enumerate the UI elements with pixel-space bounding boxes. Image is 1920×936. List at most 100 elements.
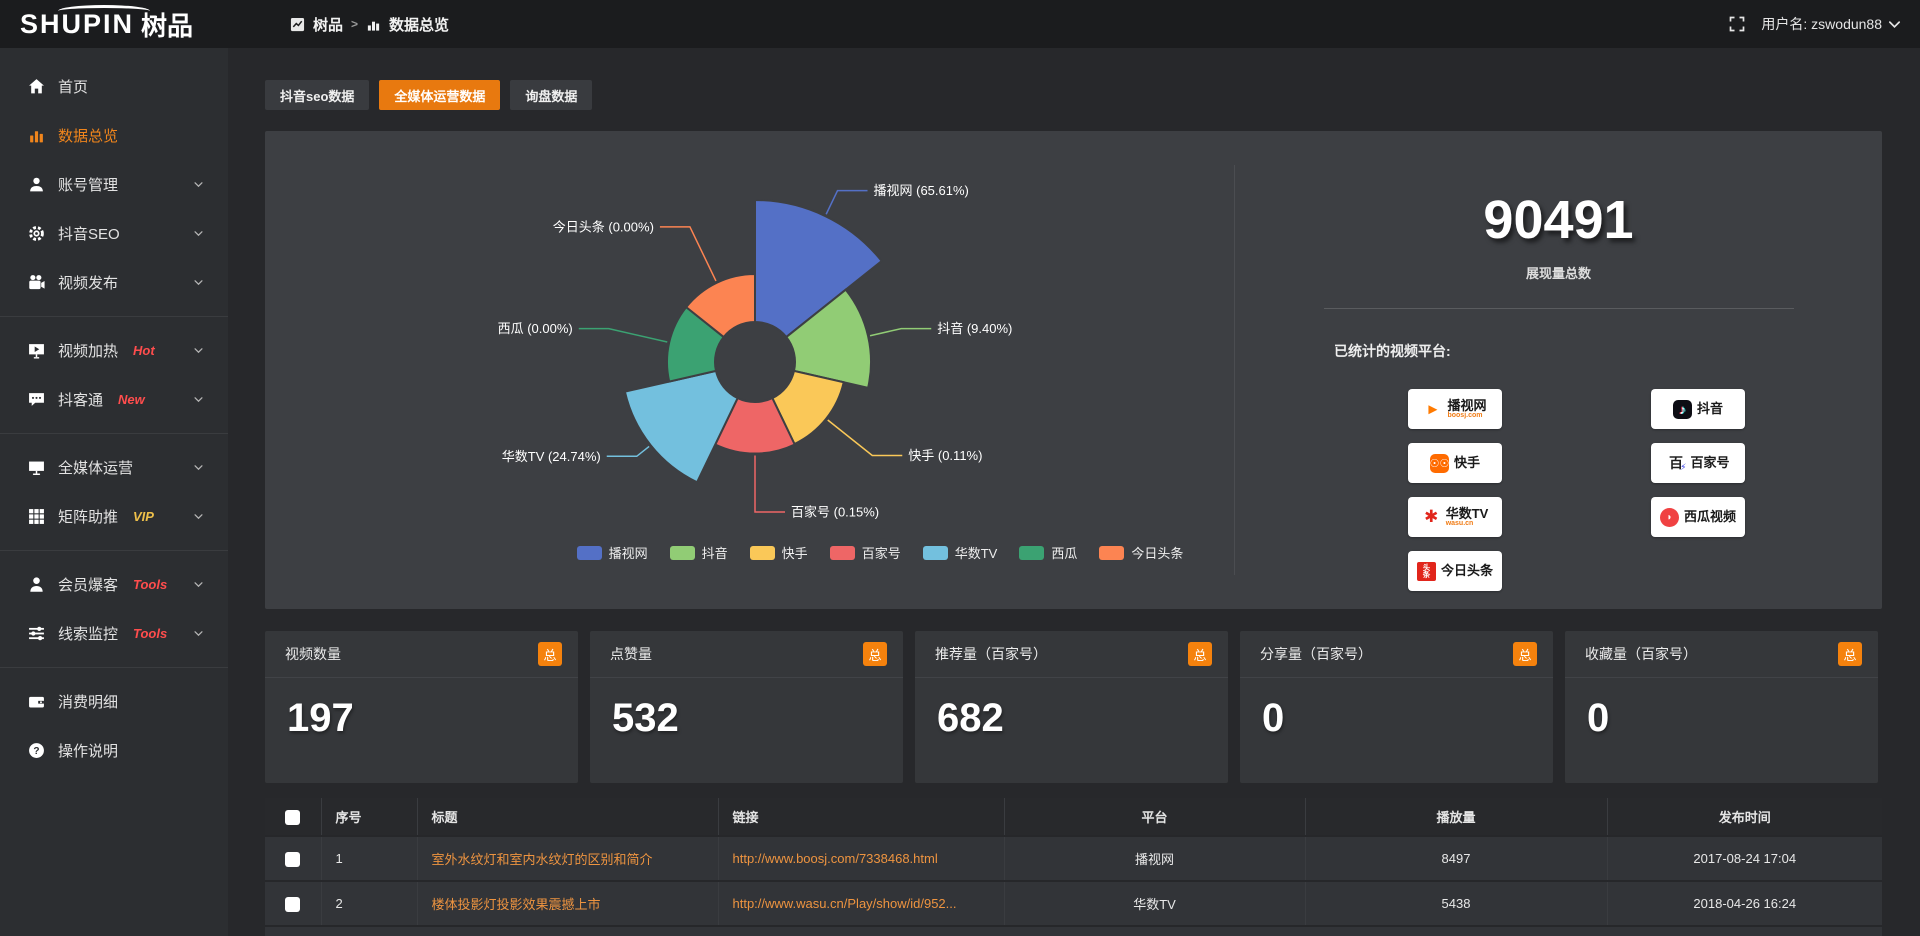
sidebar-item-视频发布[interactable]: 视频发布 [0, 258, 228, 307]
gear-icon [28, 225, 45, 242]
question-icon: ? [28, 742, 45, 759]
data-tabs: 抖音seo数据 全媒体运营数据 询盘数据 [265, 80, 1883, 110]
legend-swatch [829, 545, 855, 560]
wallet-icon [28, 693, 45, 710]
column-header-链接: 链接 [718, 798, 1005, 836]
total-badge[interactable]: 总 [1838, 642, 1862, 666]
pie-label-快手: 快手 (0.11%) [908, 448, 982, 463]
platform-badge-百家号: 百 ⚡ 百家号 [1651, 443, 1745, 483]
user-menu[interactable]: 用户名: zswodun88 [1761, 14, 1902, 34]
legend-swatch [576, 545, 602, 560]
boosj-logo-icon: ► [1423, 399, 1443, 419]
svg-text:?: ? [33, 746, 39, 757]
row-checkbox[interactable] [285, 851, 301, 867]
xigua-logo-icon: ◗ [1659, 507, 1679, 527]
select-all-cell [265, 798, 322, 836]
sidebar-item-矩阵助推[interactable]: 矩阵助推 VIP [0, 492, 228, 541]
sidebar-item-全媒体运营[interactable]: 全媒体运营 [0, 443, 228, 492]
legend-item-今日头条[interactable]: 今日头条 [1099, 543, 1183, 562]
total-badge[interactable]: 总 [1188, 642, 1212, 666]
platform-subtitle: boosj.com [1447, 412, 1483, 420]
main-content: 抖音seo数据 全媒体运营数据 询盘数据 播视网 (65.61%) 抖音 (9.40%… [228, 48, 1920, 936]
sidebar-item-线索监控[interactable]: 线索监控 Tools [0, 609, 228, 658]
total-badge[interactable]: 总 [863, 642, 887, 666]
pie-slice-华数TV[interactable] [623, 369, 739, 484]
overview-panel: 播视网 (65.61%) 抖音 (9.40%) 快手 (0.11%) 百家号 (0.1… [265, 131, 1882, 609]
legend-item-抖音[interactable]: 抖音 [669, 543, 728, 562]
row-select-cell [265, 835, 322, 881]
sidebar-item-badge: Tools [133, 626, 168, 641]
select-all-checkbox[interactable] [285, 809, 301, 825]
chevron-down-icon [193, 179, 204, 190]
baijiahao-logo-icon: 百 ⚡ [1666, 453, 1686, 473]
pie-slice-今日头条[interactable] [684, 272, 756, 339]
column-header-播放量: 播放量 [1305, 798, 1608, 836]
table-row-clipped [265, 925, 1882, 936]
fullscreen-icon[interactable] [1729, 16, 1745, 32]
stat-card-value: 0 [1262, 696, 1285, 740]
platform-name: 播视网 [1447, 397, 1487, 413]
tab-抖音seo数据[interactable]: 抖音seo数据 [265, 80, 370, 110]
column-header-序号: 序号 [321, 798, 418, 836]
total-badge[interactable]: 总 [1513, 642, 1537, 666]
pie-label-播视网: 播视网 (65.61%) [874, 183, 969, 198]
legend-swatch [669, 545, 695, 560]
stat-card-header: 分享量（百家号） 总 [1240, 631, 1553, 678]
sidebar-item-抖音SEO[interactable]: 抖音SEO [0, 209, 228, 258]
breadcrumb-current[interactable]: 数据总览 [389, 16, 450, 34]
home-icon [28, 78, 45, 95]
pie-label-line [659, 226, 717, 282]
pie-label-line [606, 445, 650, 458]
breadcrumb-separator: > [351, 17, 359, 31]
pie-label-华数TV: 华数TV (24.74%) [502, 449, 601, 464]
total-badge[interactable]: 总 [538, 642, 562, 666]
sidebar-item-账号管理[interactable]: 账号管理 [0, 160, 228, 209]
video-url-link[interactable]: http://www.boosj.com/7338468.html [732, 851, 938, 866]
bar-chart-icon [28, 127, 45, 144]
pie-label-抖音: 抖音 (9.40%) [937, 321, 1012, 336]
legend-item-快手[interactable]: 快手 [749, 543, 808, 562]
videos-table-wrap: 序号 标题 链接 平台 播放量 发布时间 1 室外水纹灯和室内水纹灯的区别和简介 http:/… [265, 798, 1883, 936]
sidebar-item-label: 抖客通 [58, 392, 104, 409]
sidebar-item-label: 会员爆客 [58, 577, 119, 594]
legend-item-华数TV[interactable]: 华数TV [922, 543, 997, 562]
sidebar-item-label: 视频发布 [58, 275, 119, 292]
sidebar-divider [0, 433, 228, 434]
chat-bubble-icon [28, 391, 45, 408]
sidebar-item-消费明细[interactable]: 消费明细 [0, 677, 228, 726]
videos-table: 序号 标题 链接 平台 播放量 发布时间 1 室外水纹灯和室内水纹灯的区别和简介 http:/… [265, 798, 1882, 936]
logo-arc-decoration [58, 5, 150, 17]
table-row: 1 室外水纹灯和室内水纹灯的区别和简介 http://www.boosj.com/7… [265, 835, 1882, 881]
pie-slice-抖音[interactable] [784, 288, 873, 390]
legend-label: 百家号 [861, 546, 901, 561]
tab-全媒体运营数据[interactable]: 全媒体运营数据 [379, 80, 501, 110]
sidebar-item-视频加热[interactable]: 视频加热 Hot [0, 326, 228, 375]
breadcrumb-root[interactable]: 树品 [313, 16, 344, 34]
sidebar-item-首页[interactable]: 首页 [0, 62, 228, 111]
chevron-down-icon [193, 228, 204, 239]
pie-label-西瓜: 西瓜 (0.00%) [498, 321, 573, 336]
sidebar-item-操作说明[interactable]: ? 操作说明 [0, 726, 228, 775]
sidebar-item-抖客通[interactable]: 抖客通 New [0, 375, 228, 424]
rose-pie-chart: 播视网 (65.61%) 抖音 (9.40%) 快手 (0.11%) 百家号 (0.1… [498, 183, 1013, 519]
pie-slice-播视网[interactable] [754, 198, 884, 339]
stat-card-点赞量: 点赞量 总 532 [590, 631, 903, 783]
video-title-link[interactable]: 室外水纹灯和室内水纹灯的区别和简介 [431, 852, 653, 867]
sidebar-item-会员爆客[interactable]: 会员爆客 Tools [0, 560, 228, 609]
row-checkbox[interactable] [285, 896, 301, 912]
column-header-发布时间: 发布时间 [1607, 798, 1882, 836]
stat-card-label: 分享量（百家号） [1260, 646, 1372, 662]
legend-item-百家号[interactable]: 百家号 [829, 543, 901, 562]
stat-card-label: 视频数量 [285, 646, 341, 662]
platform-name: 华数TV [1445, 505, 1489, 521]
sidebar-divider [0, 316, 228, 317]
sliders-icon [28, 625, 45, 642]
legend-item-播视网[interactable]: 播视网 [576, 543, 648, 562]
video-title-link[interactable]: 楼体投影灯投影效果震撼上市 [431, 897, 601, 912]
legend-item-西瓜[interactable]: 西瓜 [1019, 543, 1077, 562]
video-url-link[interactable]: http://www.wasu.cn/Play/show/id/952... [732, 896, 957, 911]
sidebar-item-数据总览[interactable]: 数据总览 [0, 111, 228, 160]
pie-label-今日头条: 今日头条 (0.00%) [553, 219, 654, 234]
pie-label-line [827, 419, 903, 457]
tab-询盘数据[interactable]: 询盘数据 [510, 80, 593, 110]
